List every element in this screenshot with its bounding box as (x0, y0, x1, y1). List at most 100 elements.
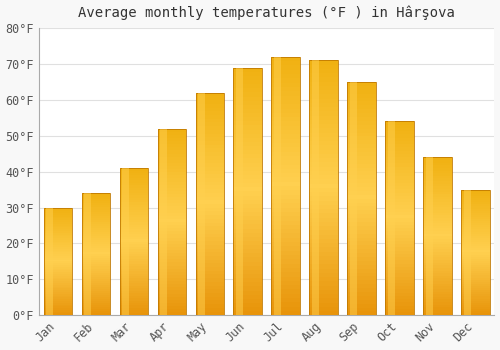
Bar (461, 190, 490, 315)
Bar (272, 255, 300, 259)
Bar (424, 168, 452, 170)
Bar (424, 281, 452, 284)
Bar (272, 298, 300, 302)
Bar (272, 78, 300, 83)
Bar (348, 86, 376, 90)
Bar (310, 137, 338, 141)
Bar (120, 190, 148, 192)
Bar (196, 107, 224, 111)
Bar (272, 190, 300, 195)
Bar (461, 200, 490, 202)
Bar (234, 150, 262, 154)
Bar (82, 305, 110, 307)
Bar (198, 93, 205, 315)
Bar (120, 215, 148, 217)
Bar (82, 293, 110, 295)
Bar (461, 244, 490, 246)
Bar (386, 147, 414, 150)
Bar (158, 197, 186, 200)
Bar (348, 265, 376, 268)
Bar (234, 295, 262, 299)
Bar (310, 302, 338, 307)
Bar (82, 271, 110, 273)
Bar (386, 189, 414, 193)
Bar (310, 116, 338, 120)
Bar (348, 172, 376, 175)
Bar (196, 297, 224, 300)
Bar (272, 156, 300, 160)
Bar (348, 261, 376, 265)
Bar (196, 215, 224, 219)
Bar (158, 163, 186, 166)
Bar (44, 304, 72, 306)
Bar (386, 257, 414, 260)
Bar (120, 242, 148, 244)
Bar (234, 159, 262, 162)
Bar (348, 245, 376, 249)
Bar (461, 282, 490, 284)
Bar (120, 271, 148, 274)
Bar (196, 189, 224, 193)
Bar (461, 280, 490, 282)
Bar (386, 154, 414, 157)
Bar (234, 105, 262, 109)
Bar (310, 281, 338, 286)
Bar (461, 192, 490, 194)
Bar (234, 68, 262, 315)
Bar (82, 297, 110, 299)
Bar (196, 300, 224, 304)
Bar (196, 219, 224, 223)
Bar (158, 194, 186, 197)
Bar (234, 134, 262, 138)
Bar (82, 258, 110, 260)
Bar (196, 260, 224, 263)
Bar (348, 164, 376, 168)
Bar (386, 163, 414, 167)
Bar (158, 138, 186, 141)
Bar (44, 236, 72, 238)
Bar (461, 252, 490, 254)
Bar (44, 285, 72, 287)
Bar (461, 211, 490, 213)
Bar (158, 185, 186, 188)
Bar (234, 233, 262, 237)
Bar (158, 169, 186, 172)
Bar (461, 278, 490, 280)
Bar (196, 156, 224, 160)
Bar (158, 129, 186, 315)
Bar (310, 103, 338, 107)
Bar (424, 197, 452, 199)
Bar (196, 182, 224, 186)
Bar (310, 252, 338, 256)
Bar (196, 237, 224, 241)
Bar (348, 273, 376, 277)
Bar (461, 242, 490, 244)
Bar (82, 313, 110, 315)
Bar (158, 250, 186, 253)
Bar (386, 267, 414, 270)
Bar (424, 176, 452, 178)
Bar (272, 57, 300, 61)
Bar (234, 212, 262, 216)
Bar (386, 286, 414, 289)
Bar (461, 215, 490, 217)
Bar (424, 207, 452, 210)
Bar (158, 296, 186, 300)
Bar (310, 209, 338, 214)
Bar (386, 150, 414, 154)
Bar (82, 214, 110, 216)
Bar (461, 202, 490, 204)
Bar (461, 311, 490, 313)
Bar (272, 195, 300, 199)
Bar (272, 225, 300, 229)
Bar (272, 108, 300, 113)
Bar (424, 215, 452, 218)
Bar (272, 74, 300, 78)
Bar (310, 205, 338, 209)
Bar (82, 197, 110, 199)
Bar (386, 144, 414, 147)
Bar (120, 254, 148, 257)
Bar (120, 234, 148, 237)
Bar (196, 115, 224, 119)
Bar (386, 121, 414, 315)
